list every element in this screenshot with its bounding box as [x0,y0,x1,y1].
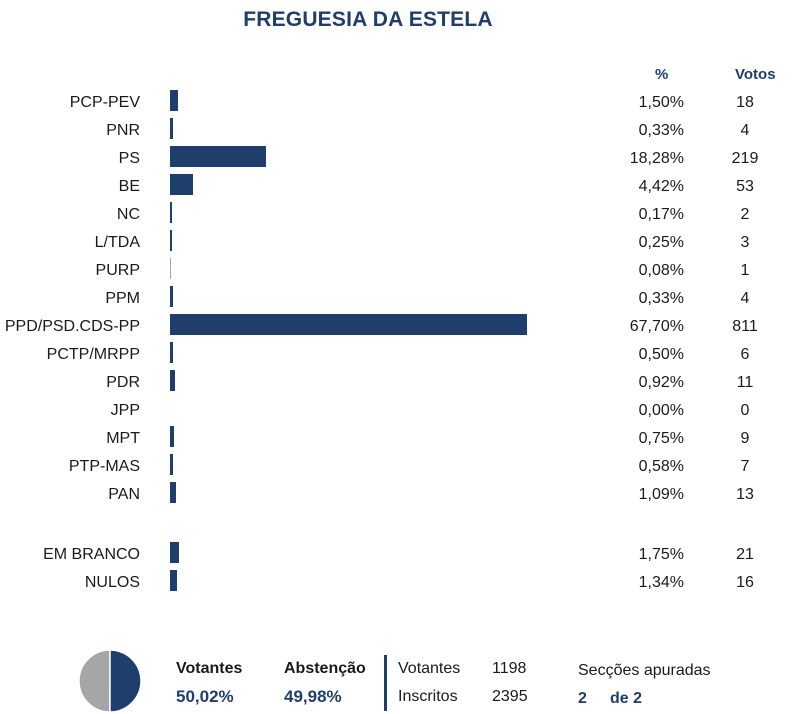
chart-title: FREGUESIA DA ESTELA [243,8,493,31]
votantes-count: 1198 [492,660,527,677]
bar [170,174,194,195]
row-label: PNR [106,122,140,139]
votes-value: 53 [736,178,754,195]
votes-value: 6 [740,346,750,363]
bar [170,118,174,139]
votes-value: 18 [736,94,754,111]
row-label: NULOS [84,574,140,591]
bar [170,570,178,591]
votantes-percent: 50,02% [176,687,234,706]
votes-value: 16 [736,574,754,591]
seccoes-apuradas-label: Secções apuradas [578,662,711,679]
bar [170,342,173,363]
bar [170,286,174,307]
votes-value: 2 [740,206,750,223]
bar [170,542,180,563]
row-label: MPT [106,430,140,447]
column-header-percent: % [655,66,669,83]
percent-value: 1,34% [638,574,684,591]
row-label: L/TDA [94,234,140,251]
percent-value: 67,70% [629,318,684,335]
bar [170,370,175,391]
percent-value: 1,75% [638,546,684,563]
votes-value: 3 [740,234,750,251]
row-label: PAN [108,486,140,503]
votes-value: 811 [732,318,758,335]
seccoes-total: de 2 [610,690,643,707]
column-header-votos: Votos [735,66,776,83]
votes-value: 21 [736,546,754,563]
row-label: PCTP/MRPP [46,346,140,363]
bar [170,482,176,503]
percent-value: 1,09% [638,486,684,503]
percent-value: 0,58% [638,458,684,475]
bar [170,230,173,251]
row-label: PPM [105,290,140,307]
row-label: PTP-MAS [68,458,140,475]
participation-pie-chart [78,650,142,713]
results-chart: PCP-PEV 1,50% 18 PNR 0,33% 4 PS 18,28% 219 BE 4,42… [4,90,759,591]
abstencao-label: Abstenção [284,660,366,677]
row-label: BE [118,178,140,195]
votantes-label: Votantes [176,660,243,677]
bar [170,258,171,279]
percent-value: 18,28% [629,150,684,167]
percent-value: 0,17% [638,206,684,223]
abstencao-percent: 49,98% [284,687,342,706]
bar [170,454,174,475]
percent-value: 0,00% [638,402,684,419]
percent-value: 0,50% [638,346,684,363]
votes-value: 4 [740,122,750,139]
votes-value: 11 [736,374,754,391]
row-label: PURP [95,262,140,279]
votes-value: 7 [740,458,750,475]
bar [170,426,174,447]
votes-value: 13 [736,486,754,503]
bar [170,314,527,335]
percent-value: 4,42% [638,178,684,195]
bar [170,90,178,111]
pie-slice-votantes [109,650,142,713]
votes-value: 219 [731,150,759,167]
percent-value: 0,75% [638,430,684,447]
row-label: NC [116,206,140,223]
row-label: PCP-PEV [69,94,140,111]
row-label: JPP [110,402,140,419]
percent-value: 1,50% [638,94,684,111]
summary-divider [384,655,387,711]
percent-value: 0,08% [638,262,684,279]
seccoes-done: 2 [578,690,587,707]
votes-value: 9 [740,430,750,447]
row-label: PPD/PSD.CDS-PP [4,318,140,335]
bar [170,146,267,167]
row-label: EM BRANCO [43,546,140,563]
inscritos-label: Inscritos [398,688,458,705]
percent-value: 0,92% [638,374,684,391]
pie-slice-abstencao [78,650,111,713]
votes-value: 4 [740,290,750,307]
bar [170,202,172,223]
votantes-count-label: Votantes [398,660,461,677]
percent-value: 0,33% [638,290,684,307]
row-label: PDR [106,374,140,391]
inscritos-count: 2395 [492,688,528,705]
row-label: PS [118,150,140,167]
percent-value: 0,25% [638,234,684,251]
votes-value: 0 [740,402,750,419]
votes-value: 1 [740,262,750,279]
percent-value: 0,33% [638,122,684,139]
